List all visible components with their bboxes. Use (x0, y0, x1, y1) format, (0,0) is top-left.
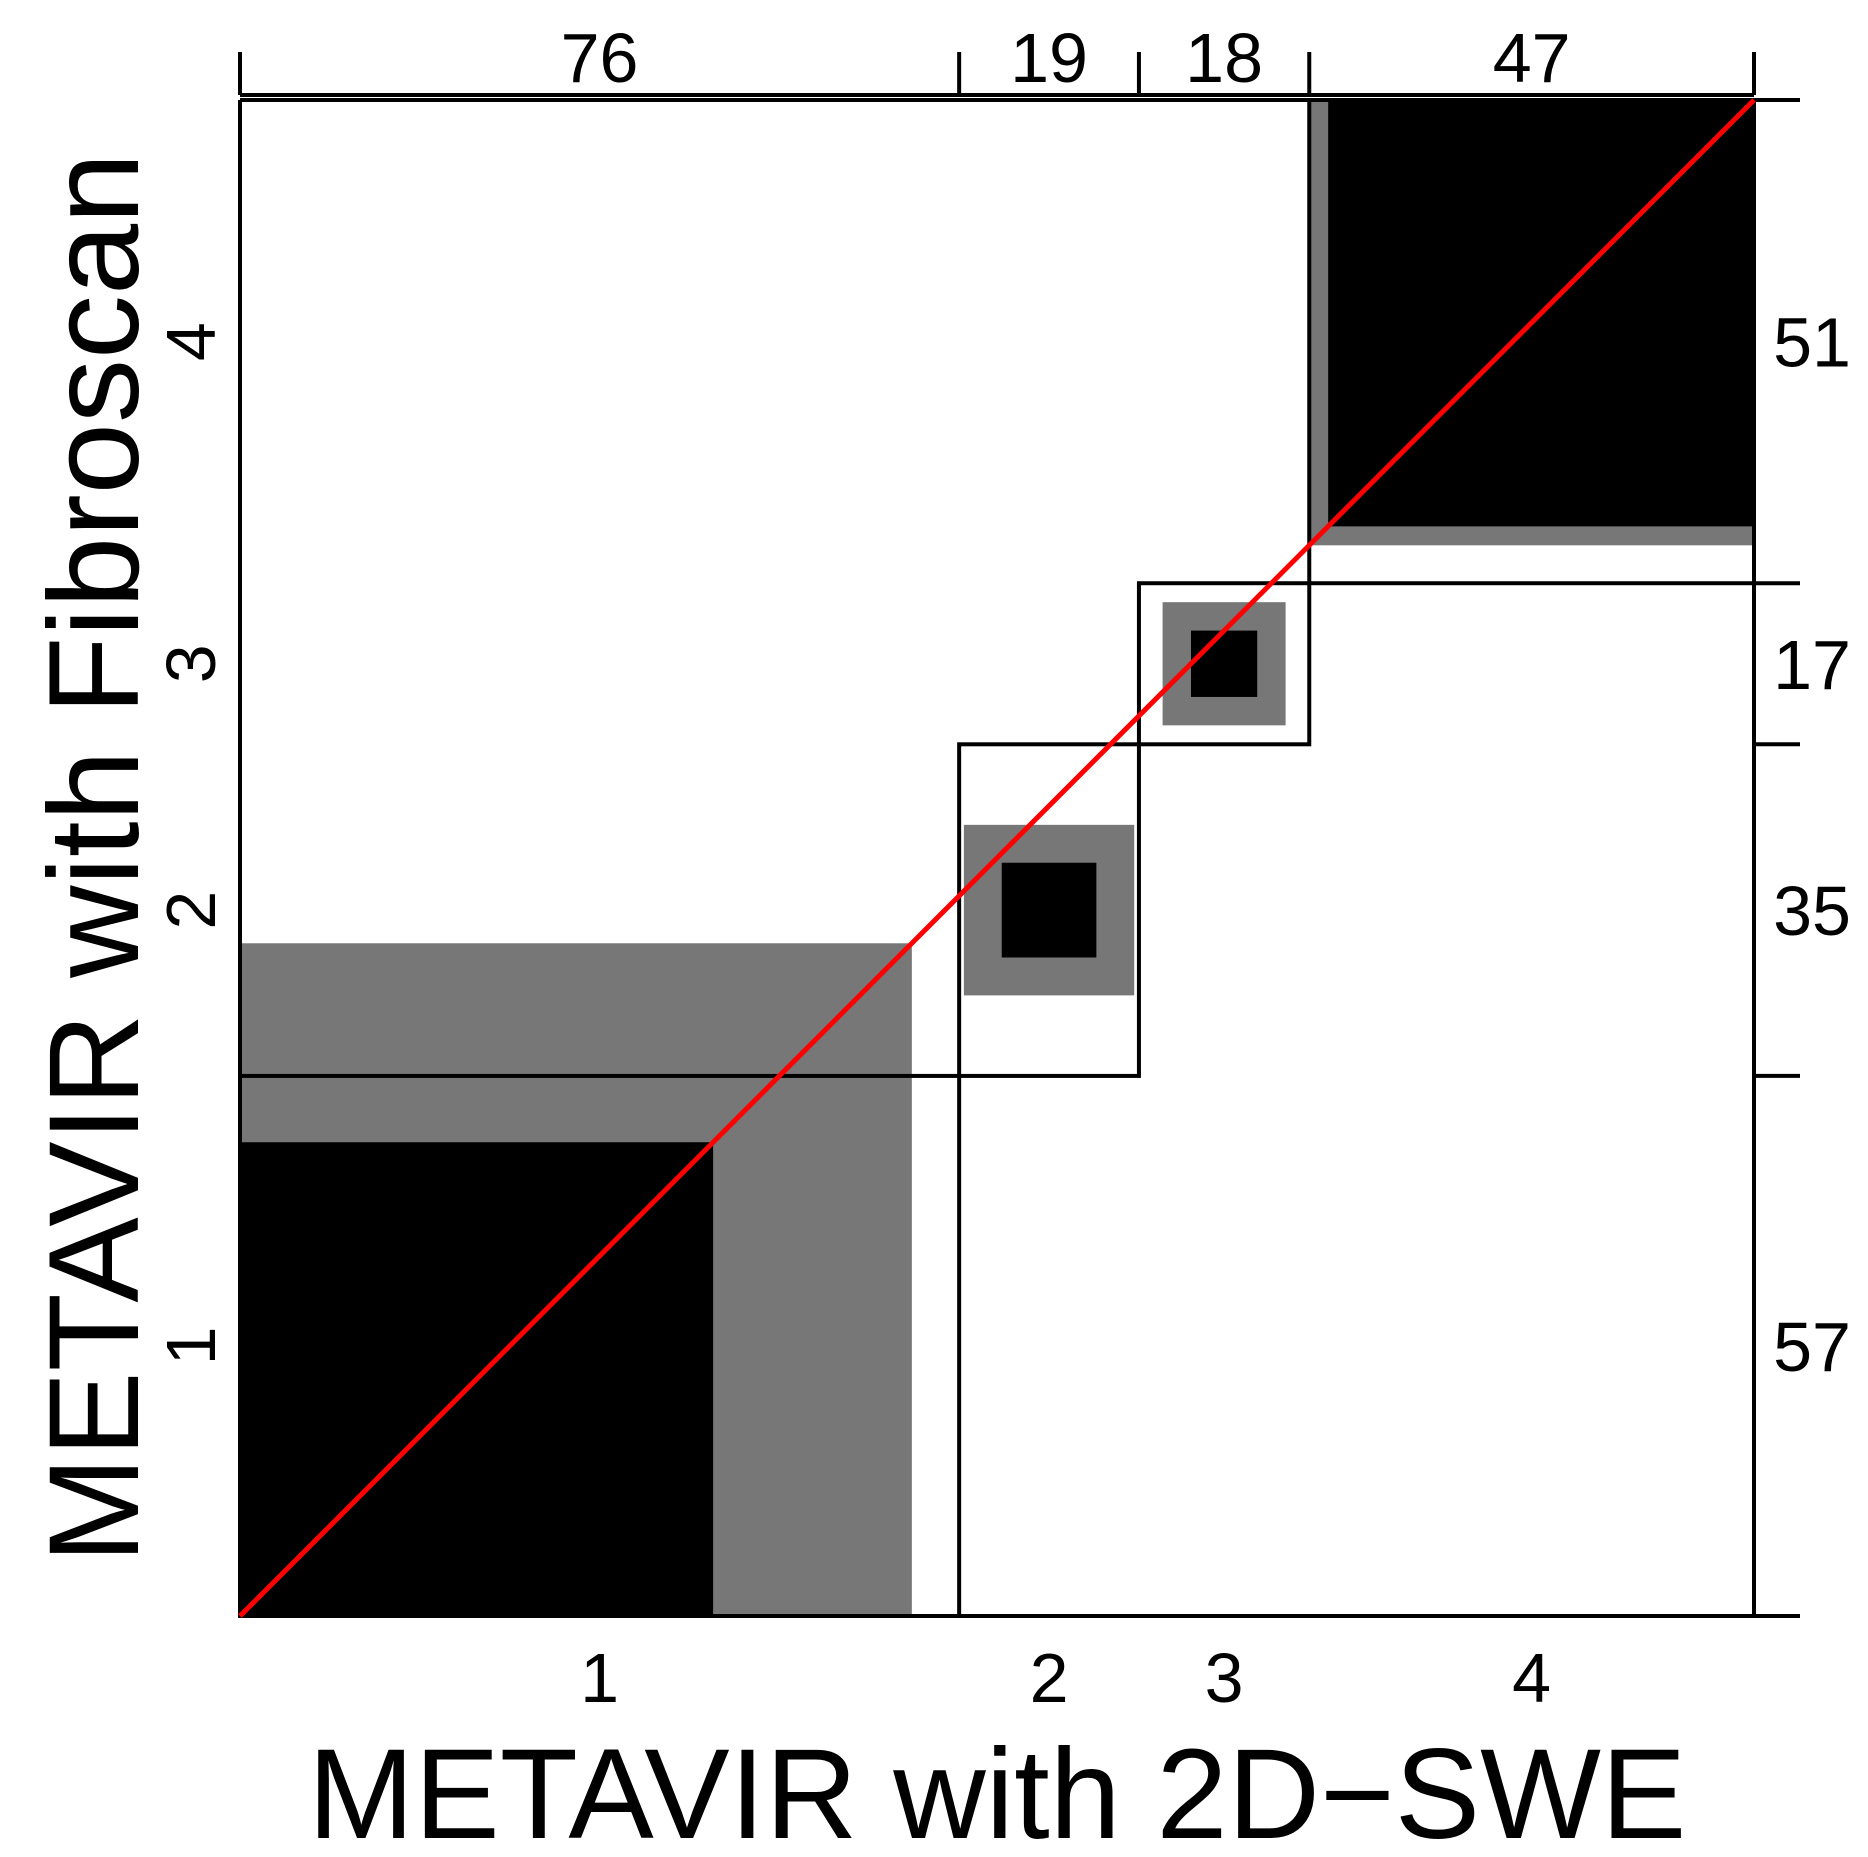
row-total-label: 17 (1773, 626, 1851, 704)
column-total-label: 76 (561, 19, 639, 97)
text-layer: 76 19 18 47 57 35 17 51 1 2 3 4 1 2 3 4 (152, 19, 1851, 1717)
y-tick-label: 4 (152, 322, 230, 361)
x-axis-title: METAVIR with 2D−SWE (308, 1723, 1687, 1857)
column-total-label: 47 (1493, 19, 1571, 97)
column-total-label: 19 (1010, 19, 1088, 97)
y-axis-title: METAVIR with Fibroscan (23, 153, 166, 1564)
block-outline-2 (957, 742, 1141, 1078)
exact-agreement-box-2 (1001, 862, 1097, 958)
line-layer (238, 52, 1800, 1619)
y-tick-label: 3 (152, 644, 230, 683)
x-tick-label: 4 (1512, 1639, 1551, 1717)
block-outline-3 (1136, 581, 1312, 747)
x-tick-label: 2 (1030, 1639, 1069, 1717)
y-tick-label: 1 (152, 1326, 230, 1365)
x-tick-label: 3 (1205, 1639, 1244, 1717)
exact-agreement-box-3 (1190, 630, 1258, 697)
x-tick-label: 1 (580, 1639, 619, 1717)
diagonal-line (238, 98, 1756, 1618)
row-total-label: 35 (1773, 872, 1851, 950)
y-tick-label: 2 (152, 891, 230, 930)
column-total-label: 18 (1185, 19, 1263, 97)
row-total-label: 51 (1773, 304, 1851, 382)
row-total-label: 57 (1773, 1308, 1851, 1386)
